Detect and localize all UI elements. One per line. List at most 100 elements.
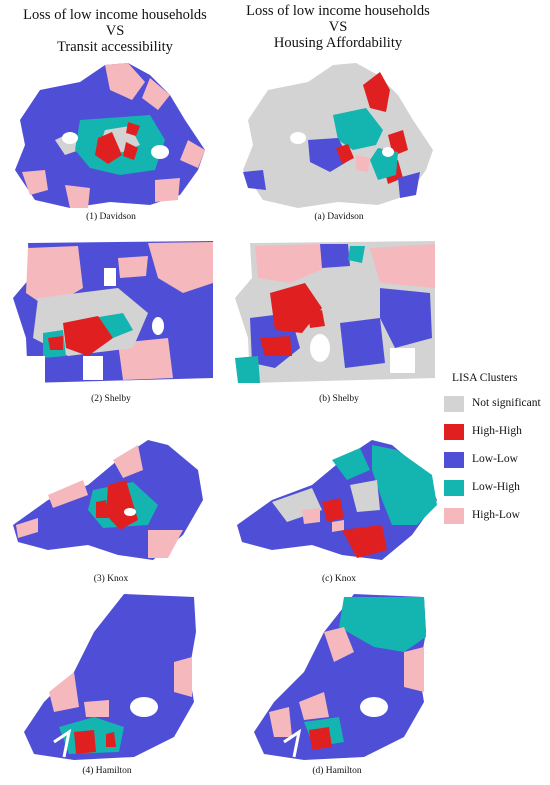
map-knox-housing: [237, 440, 437, 560]
high-low-patch: [148, 242, 213, 293]
lake: [151, 145, 169, 159]
high-low-patch: [332, 520, 344, 532]
low-low-patch: [243, 170, 266, 190]
low-high-patch: [372, 445, 437, 525]
blank-area: [124, 508, 136, 516]
high-low-patch: [118, 256, 148, 278]
high-low-patch: [26, 246, 83, 308]
legend-swatch: [444, 396, 464, 412]
high-high-patch: [363, 72, 390, 112]
low-high-patch: [339, 597, 426, 652]
legend-title: LISA Clusters: [452, 372, 518, 384]
high-high-patch: [106, 732, 116, 747]
left-column-title: Loss of low income households VS Transit…: [0, 7, 230, 55]
high-high-patch: [74, 730, 96, 754]
high-low-patch: [148, 530, 183, 558]
high-high-patch: [95, 132, 122, 164]
high-low-patch: [370, 244, 435, 288]
high-low-patch: [65, 185, 90, 208]
high-high-patch: [106, 480, 138, 530]
lake: [290, 132, 306, 144]
map-hamilton-transit: [24, 594, 196, 760]
legend-swatch: [444, 424, 464, 440]
low-low-patch: [340, 318, 385, 368]
not-significant-patch: [350, 480, 380, 512]
caption-map-d: (d) Hamilton: [312, 766, 362, 776]
low-low-patch: [320, 244, 350, 268]
high-high-patch: [308, 310, 325, 328]
legend-swatch: [444, 508, 464, 524]
map-shelby-housing: [235, 241, 435, 383]
blank-area: [20, 356, 45, 383]
lake: [62, 132, 78, 144]
map-hamilton-housing: [254, 594, 426, 760]
map-knox-transit: [13, 440, 203, 560]
legend-swatch: [444, 452, 464, 468]
caption-map-1: (1) Davidson: [86, 212, 136, 222]
lake: [382, 147, 394, 157]
low-high-patch: [333, 108, 383, 150]
caption-map-3: (3) Knox: [93, 574, 129, 584]
high-low-patch: [49, 672, 79, 712]
high-low-patch: [180, 140, 205, 168]
low-low-patch: [308, 138, 350, 172]
high-low-patch: [142, 78, 170, 110]
right-title-line-3: Housing Affordability: [273, 35, 403, 51]
blank-area: [104, 268, 116, 286]
high-high-patch: [342, 525, 387, 558]
blank-area: [83, 356, 103, 380]
high-high-patch: [63, 316, 113, 356]
lake: [152, 317, 164, 335]
high-low-patch: [255, 244, 325, 283]
caption-map-b: (b) Shelby: [319, 394, 359, 404]
legend-label: High-High: [472, 425, 522, 437]
high-low-patch: [174, 657, 192, 697]
high-low-patch: [155, 178, 180, 202]
legend-label: High-Low: [472, 509, 520, 521]
map-davidson-housing: [243, 63, 433, 208]
right-column-title: Loss of low income households VS Housing…: [223, 3, 453, 51]
county-base: [24, 594, 196, 760]
high-high-patch: [260, 336, 292, 356]
high-low-patch: [105, 63, 145, 100]
legend-label: Not significant: [472, 397, 541, 409]
high-low-patch: [84, 700, 109, 717]
high-high-patch: [123, 142, 138, 160]
high-high-patch: [48, 336, 63, 350]
legend-label: Low-Low: [472, 453, 518, 465]
caption-map-c: (c) Knox: [321, 574, 357, 584]
high-high-patch: [322, 498, 344, 522]
low-high-patch: [332, 448, 370, 480]
high-low-patch: [404, 647, 424, 692]
blank-area: [390, 348, 415, 373]
high-low-patch: [324, 627, 354, 662]
high-low-patch: [16, 518, 38, 538]
legend-swatch: [444, 480, 464, 496]
high-low-patch: [113, 445, 143, 478]
high-low-patch: [269, 707, 292, 737]
left-title-line-3: Transit accessibility: [57, 39, 173, 55]
caption-map-2: (2) Shelby: [91, 394, 131, 404]
low-low-patch: [380, 288, 432, 348]
lake: [310, 334, 330, 362]
low-high-patch: [348, 246, 365, 263]
river: [283, 728, 302, 758]
high-low-patch: [118, 338, 173, 380]
high-high-patch: [126, 122, 140, 136]
right-title-line-1: Loss of low income households: [246, 3, 430, 19]
river: [53, 728, 72, 758]
lake: [360, 697, 388, 717]
right-title-line-2: VS: [328, 19, 348, 35]
high-low-patch: [356, 155, 370, 172]
left-title-line-2: VS: [105, 23, 125, 39]
left-title-line-1: Loss of low income households: [23, 7, 207, 23]
high-high-patch: [336, 144, 354, 164]
high-high-patch: [309, 727, 332, 750]
lake: [130, 697, 158, 717]
caption-map-4: (4) Hamilton: [82, 766, 132, 776]
high-low-patch: [302, 508, 320, 524]
high-low-patch: [48, 480, 88, 508]
map-shelby-transit: [13, 241, 213, 383]
high-low-patch: [22, 170, 48, 195]
low-high-patch: [93, 313, 133, 338]
